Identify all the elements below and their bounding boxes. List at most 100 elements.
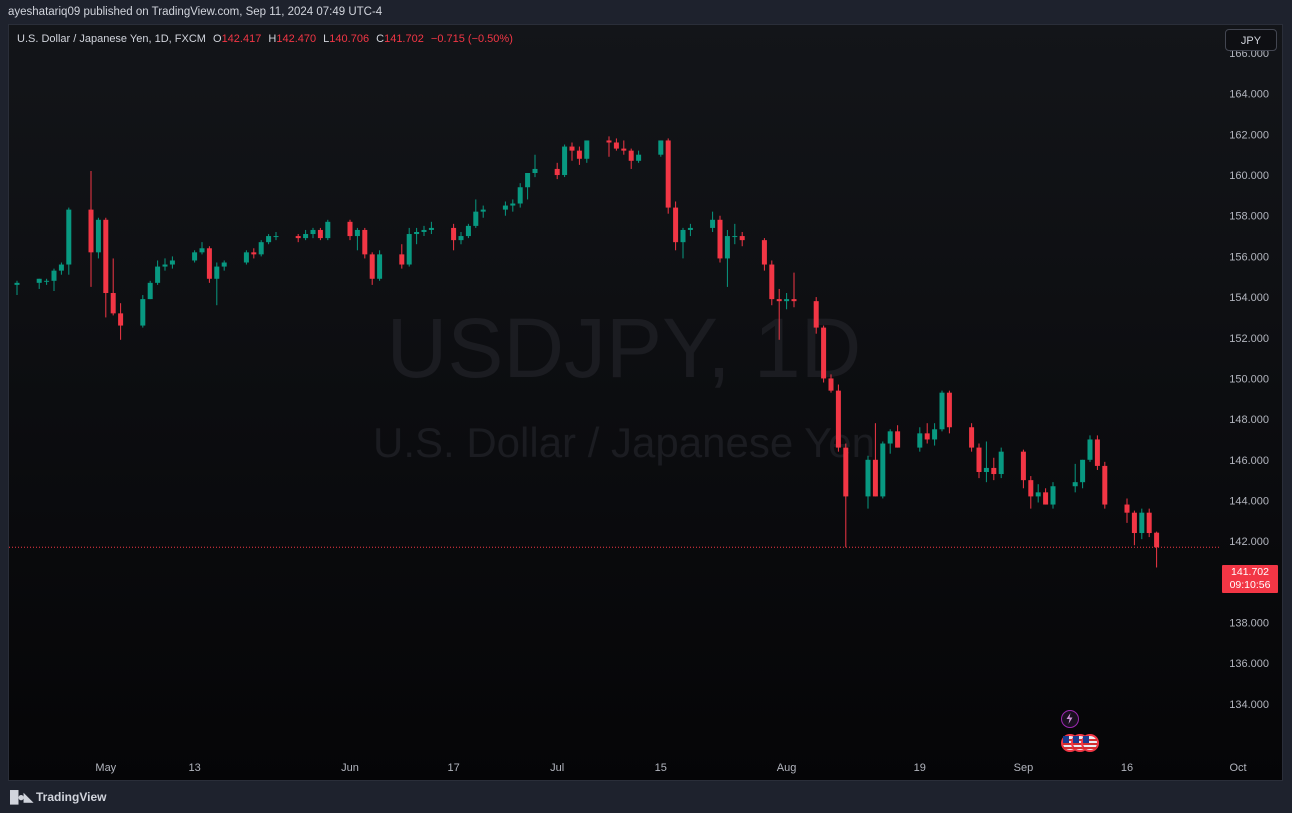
- candle[interactable]: [939, 390, 945, 432]
- candle[interactable]: [724, 229, 730, 287]
- candle[interactable]: [976, 443, 982, 479]
- candle[interactable]: [169, 256, 175, 269]
- chart-frame[interactable]: USDJPY, 1D U.S. Dollar / Japanese Yen 16…: [8, 24, 1283, 781]
- candle[interactable]: [895, 425, 901, 448]
- candle[interactable]: [51, 268, 57, 291]
- candle[interactable]: [310, 227, 316, 239]
- candle[interactable]: [458, 231, 464, 245]
- candle[interactable]: [428, 221, 434, 235]
- candle[interactable]: [221, 260, 227, 271]
- candle[interactable]: [502, 201, 508, 216]
- candle[interactable]: [784, 293, 790, 310]
- candle[interactable]: [421, 225, 427, 237]
- candle[interactable]: [406, 227, 412, 267]
- candle[interactable]: [58, 262, 64, 275]
- candle[interactable]: [473, 199, 479, 228]
- candle[interactable]: [776, 288, 782, 340]
- candle[interactable]: [932, 423, 938, 446]
- tradingview-logo[interactable]: █●◣ TradingView: [10, 790, 106, 804]
- candle[interactable]: [665, 138, 671, 214]
- candle[interactable]: [525, 173, 531, 200]
- candle[interactable]: [887, 429, 893, 454]
- candle[interactable]: [880, 441, 886, 499]
- candle[interactable]: [761, 238, 767, 271]
- candle[interactable]: [532, 154, 538, 178]
- candle[interactable]: [36, 278, 42, 289]
- candle[interactable]: [1080, 459, 1086, 489]
- candle[interactable]: [451, 223, 457, 251]
- candle[interactable]: [480, 205, 486, 218]
- candle[interactable]: [118, 303, 124, 340]
- candle[interactable]: [362, 227, 368, 259]
- candle[interactable]: [813, 297, 819, 334]
- candle[interactable]: [791, 272, 797, 308]
- candle[interactable]: [1154, 531, 1160, 568]
- candle[interactable]: [95, 217, 101, 259]
- candle[interactable]: [1087, 435, 1093, 462]
- candle[interactable]: [710, 211, 716, 232]
- candle[interactable]: [584, 140, 590, 163]
- time-axis[interactable]: May 13 Jun 17 Jul 15 Aug 19 Sep 16 Oct: [95, 762, 1246, 774]
- candle[interactable]: [317, 227, 323, 241]
- lightning-icon[interactable]: [1061, 710, 1079, 728]
- candle[interactable]: [140, 295, 146, 328]
- candle[interactable]: [199, 242, 205, 255]
- candle[interactable]: [399, 244, 405, 269]
- candle[interactable]: [924, 423, 930, 444]
- candle[interactable]: [562, 144, 568, 178]
- candle[interactable]: [843, 443, 849, 548]
- candle[interactable]: [613, 138, 619, 151]
- candle[interactable]: [517, 183, 523, 208]
- candle[interactable]: [1131, 510, 1137, 546]
- candlestick-chart[interactable]: USDJPY, 1D U.S. Dollar / Japanese Yen 16…: [9, 25, 1283, 781]
- candle[interactable]: [214, 262, 220, 306]
- candle[interactable]: [206, 246, 212, 283]
- candle[interactable]: [1094, 435, 1100, 470]
- candle[interactable]: [991, 457, 997, 481]
- candle[interactable]: [1035, 484, 1041, 503]
- us-flag-icon[interactable]: [1081, 734, 1099, 752]
- candle[interactable]: [680, 227, 686, 259]
- candle[interactable]: [1043, 488, 1049, 505]
- candle[interactable]: [110, 258, 116, 316]
- candle[interactable]: [347, 219, 353, 241]
- candle[interactable]: [414, 227, 420, 245]
- candle[interactable]: [865, 455, 871, 509]
- candle[interactable]: [658, 140, 664, 157]
- candle[interactable]: [621, 140, 627, 155]
- candle[interactable]: [569, 142, 575, 161]
- candle[interactable]: [1102, 461, 1108, 509]
- candle[interactable]: [1050, 482, 1056, 509]
- candle[interactable]: [828, 374, 834, 393]
- candle[interactable]: [1124, 498, 1130, 523]
- candle[interactable]: [872, 423, 878, 497]
- candle[interactable]: [1028, 476, 1034, 509]
- candle[interactable]: [969, 423, 975, 452]
- candle[interactable]: [325, 219, 331, 241]
- candle[interactable]: [821, 325, 827, 383]
- candle[interactable]: [1072, 463, 1078, 493]
- candle[interactable]: [266, 234, 272, 245]
- candle[interactable]: [946, 390, 952, 434]
- candle[interactable]: [739, 231, 745, 247]
- candle[interactable]: [687, 223, 693, 237]
- candle[interactable]: [998, 447, 1004, 479]
- currency-button[interactable]: JPY: [1225, 29, 1277, 51]
- candle[interactable]: [1139, 508, 1145, 540]
- candle[interactable]: [14, 280, 20, 296]
- candle[interactable]: [732, 223, 738, 245]
- candle[interactable]: [917, 427, 923, 452]
- candle[interactable]: [983, 441, 989, 483]
- candle[interactable]: [628, 148, 634, 169]
- candle[interactable]: [66, 207, 72, 275]
- candle[interactable]: [576, 146, 582, 165]
- candle[interactable]: [44, 278, 50, 285]
- candle[interactable]: [835, 384, 841, 452]
- candle[interactable]: [554, 162, 560, 180]
- candle[interactable]: [303, 229, 309, 241]
- candle[interactable]: [717, 215, 723, 263]
- candle[interactable]: [1146, 508, 1152, 538]
- candle[interactable]: [295, 234, 301, 243]
- candle[interactable]: [606, 136, 612, 157]
- candle[interactable]: [769, 260, 775, 306]
